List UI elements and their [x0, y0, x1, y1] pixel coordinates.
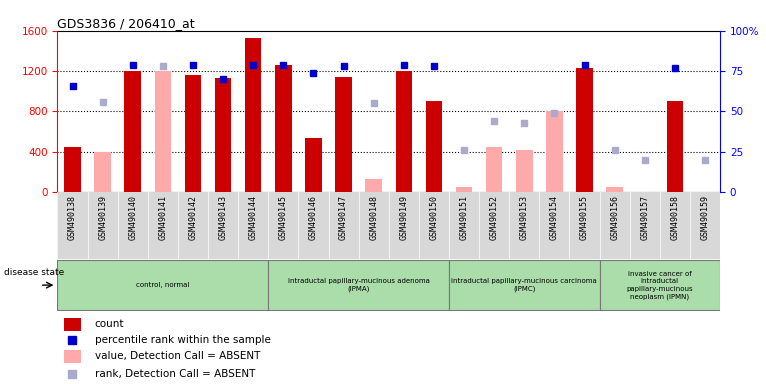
Bar — [576, 68, 593, 192]
Bar — [305, 137, 322, 192]
Text: GSM490158: GSM490158 — [670, 195, 679, 240]
Text: GSM490140: GSM490140 — [128, 195, 137, 240]
Text: intraductal papillary-mucinous carcinoma
(IPMC): intraductal papillary-mucinous carcinoma… — [451, 278, 597, 292]
Text: GSM490141: GSM490141 — [159, 195, 167, 240]
Bar — [64, 147, 80, 192]
Text: GSM490146: GSM490146 — [309, 195, 318, 240]
Text: GSM490155: GSM490155 — [580, 195, 589, 240]
Bar — [124, 71, 141, 192]
Text: disease state: disease state — [4, 268, 64, 276]
Text: GDS3836 / 206410_at: GDS3836 / 206410_at — [57, 17, 195, 30]
Bar — [64, 350, 81, 363]
Bar — [486, 147, 502, 192]
Bar — [275, 65, 292, 192]
Bar — [94, 152, 111, 192]
Text: value, Detection Call = ABSENT: value, Detection Call = ABSENT — [94, 351, 260, 361]
Text: GSM490153: GSM490153 — [520, 195, 529, 240]
Text: rank, Detection Call = ABSENT: rank, Detection Call = ABSENT — [94, 369, 255, 379]
Bar — [449, 260, 600, 310]
Text: GSM490159: GSM490159 — [700, 195, 709, 240]
Bar — [546, 111, 563, 192]
Bar — [395, 71, 412, 192]
Bar — [214, 78, 231, 192]
Bar — [426, 101, 442, 192]
Bar — [666, 101, 683, 192]
Bar — [516, 150, 532, 192]
Bar — [268, 260, 449, 310]
Text: percentile rank within the sample: percentile rank within the sample — [94, 335, 270, 345]
Text: GSM490157: GSM490157 — [640, 195, 650, 240]
Text: GSM490149: GSM490149 — [399, 195, 408, 240]
Text: GSM490144: GSM490144 — [249, 195, 257, 240]
Text: GSM490152: GSM490152 — [489, 195, 499, 240]
Text: GSM490148: GSM490148 — [369, 195, 378, 240]
Bar — [365, 179, 382, 192]
Text: count: count — [94, 319, 124, 329]
Bar — [607, 187, 623, 192]
Text: GSM490150: GSM490150 — [430, 195, 438, 240]
Text: GSM490138: GSM490138 — [68, 195, 77, 240]
Bar — [57, 260, 268, 310]
Text: GSM490147: GSM490147 — [339, 195, 348, 240]
Bar — [64, 318, 81, 331]
Text: GSM490156: GSM490156 — [611, 195, 619, 240]
Bar — [456, 187, 473, 192]
Text: invasive cancer of
intraductal
papillary-mucinous
neoplasm (IPMN): invasive cancer of intraductal papillary… — [627, 271, 693, 300]
Bar — [185, 75, 201, 192]
Text: control, normal: control, normal — [136, 282, 189, 288]
Bar — [600, 260, 720, 310]
Bar — [155, 71, 171, 192]
Text: GSM490154: GSM490154 — [550, 195, 559, 240]
Bar — [245, 38, 261, 192]
Text: GSM490142: GSM490142 — [188, 195, 198, 240]
Text: GSM490145: GSM490145 — [279, 195, 288, 240]
Text: GSM490151: GSM490151 — [460, 195, 469, 240]
Text: intraductal papillary-mucinous adenoma
(IPMA): intraductal papillary-mucinous adenoma (… — [288, 278, 430, 292]
Bar — [336, 77, 352, 192]
Text: GSM490143: GSM490143 — [218, 195, 228, 240]
Text: GSM490139: GSM490139 — [98, 195, 107, 240]
